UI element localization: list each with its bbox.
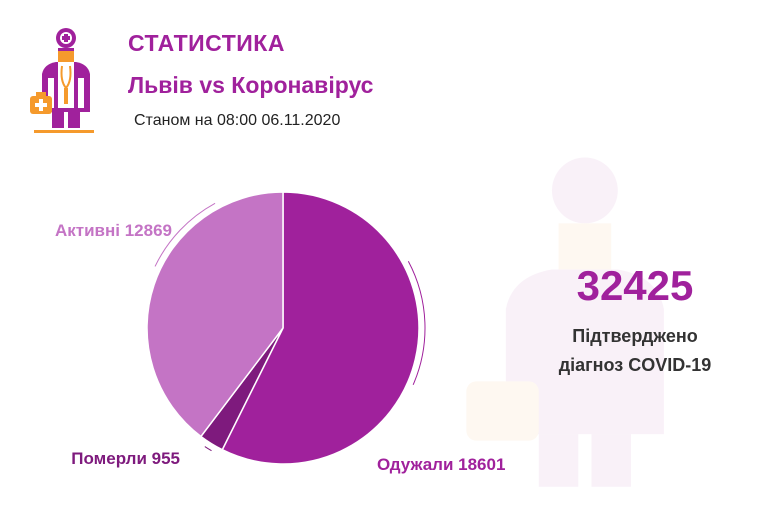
pie-label-connector-3 (154, 202, 216, 267)
total-count: 32425 (576, 262, 694, 309)
page-subtitle: Львів vs Коронавірус (128, 72, 374, 98)
date-text: Станом на 08:00 06.11.2020 (134, 112, 341, 129)
pie-label-connector-2 (204, 446, 212, 452)
pie-label-2: Померли 955 (71, 449, 180, 468)
doctor-watermark-icon (466, 157, 664, 487)
total-caption: Підтверджено діагноз COVID-19 (520, 322, 750, 380)
pie-label-connector-1 (407, 261, 426, 386)
doctor-icon (30, 28, 94, 133)
pie-label-3: Активні 12869 (55, 221, 172, 240)
pie-slice-3 (146, 191, 284, 438)
page-title: СТАТИСТИКА (128, 30, 285, 56)
total-caption-line2: діагноз COVID-19 (558, 355, 712, 375)
pie-slice-1 (221, 191, 420, 465)
pie-label-1: Одужали 18601 (377, 455, 505, 474)
total-caption-line1: Підтверджено (572, 326, 698, 346)
